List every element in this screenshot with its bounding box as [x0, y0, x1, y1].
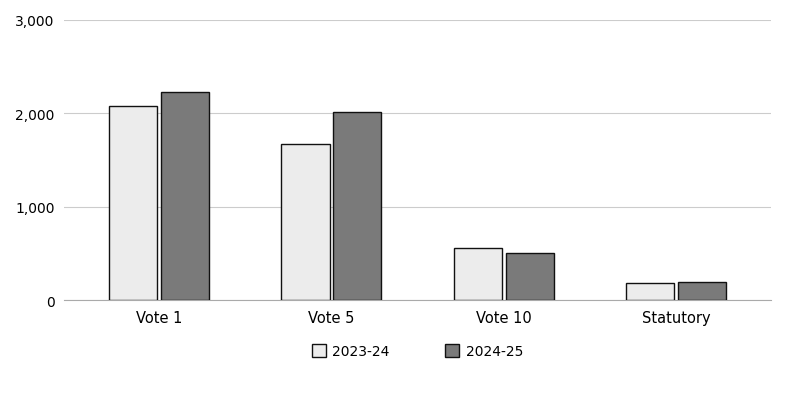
Bar	[505, 253, 554, 301]
Bar	[333, 113, 381, 301]
Legend: 2023-24, 2024-25: 2023-24, 2024-25	[306, 339, 529, 364]
Bar	[109, 107, 157, 301]
Bar	[281, 144, 329, 301]
Bar	[626, 283, 674, 301]
Bar	[678, 282, 726, 301]
Bar	[454, 248, 502, 301]
Bar	[161, 93, 209, 301]
